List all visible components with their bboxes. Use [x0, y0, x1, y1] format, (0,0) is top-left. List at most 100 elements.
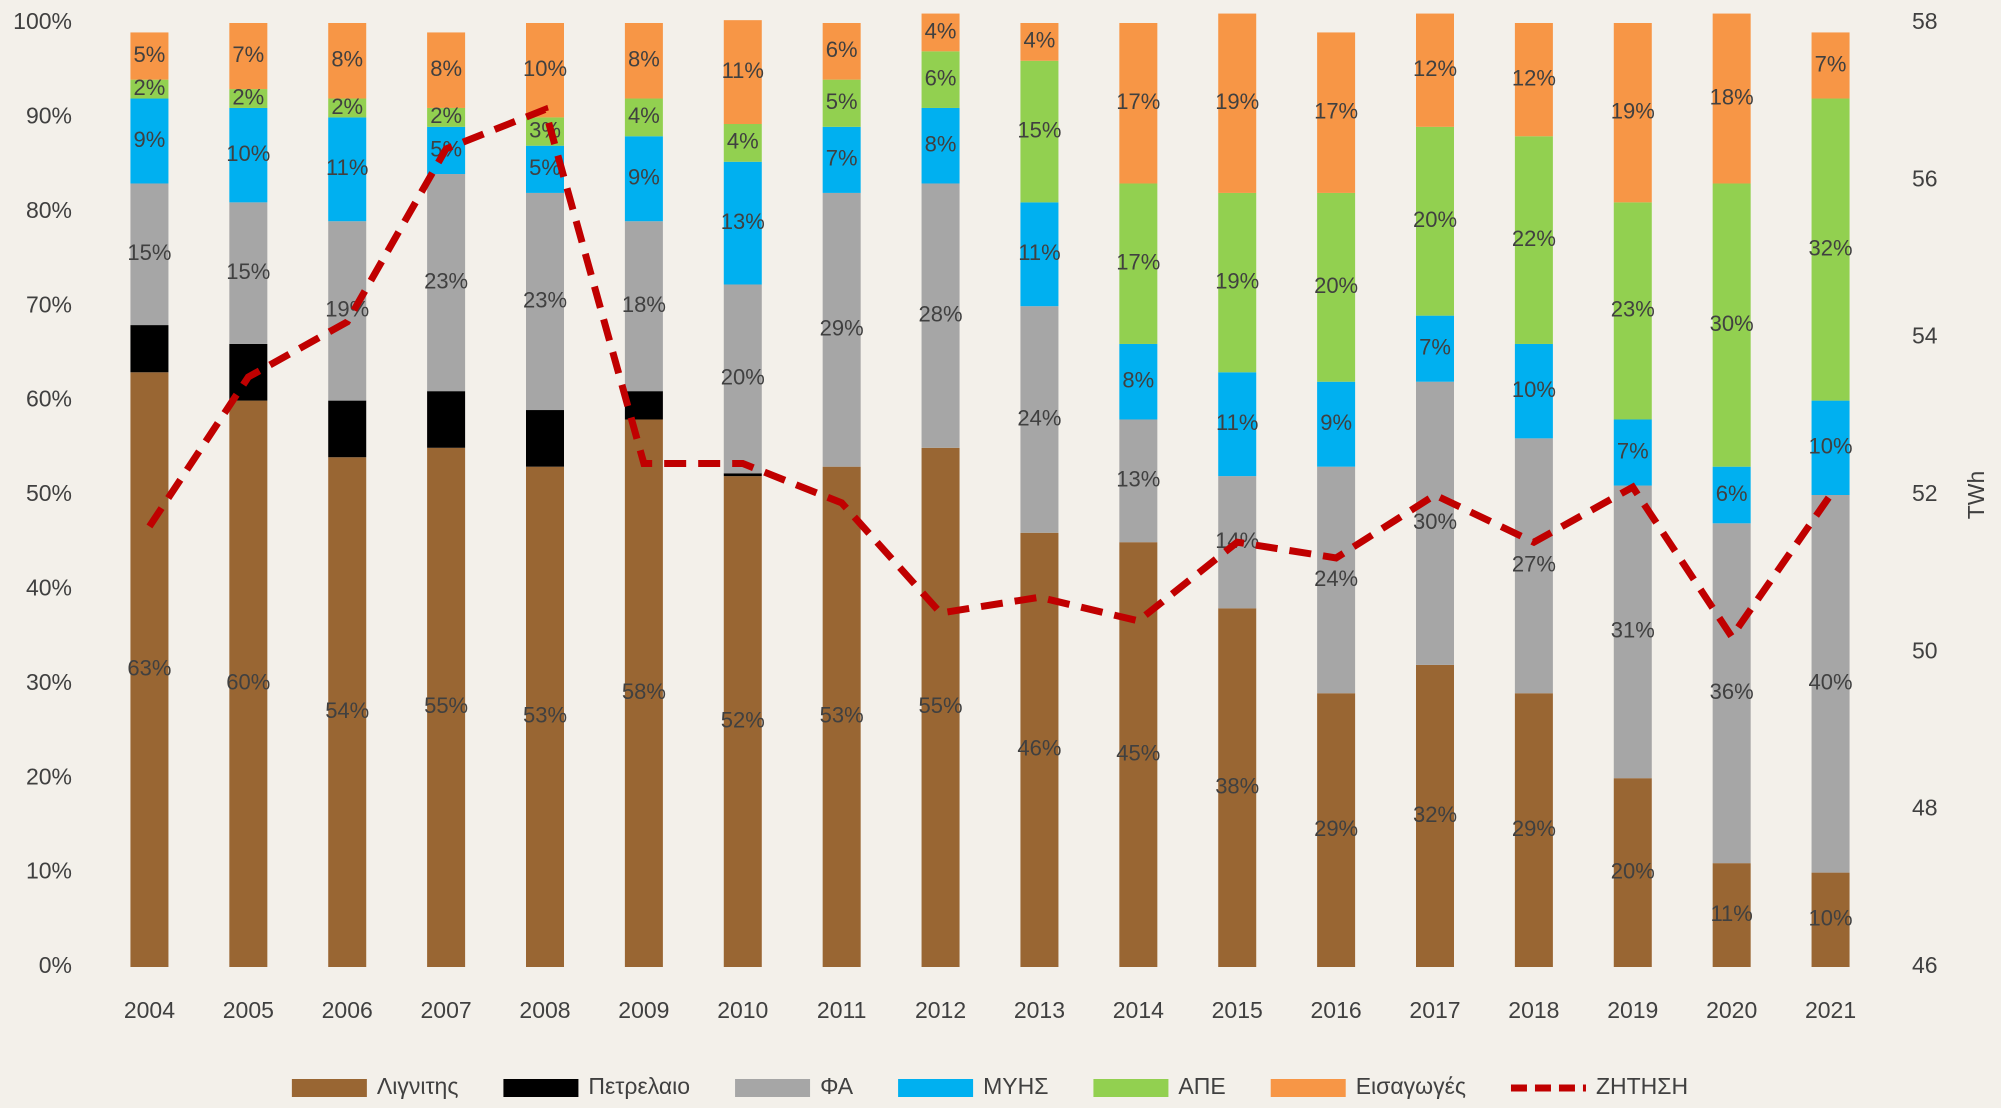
- bar-segment: [1020, 23, 1059, 61]
- legend-swatch: [503, 1079, 579, 1097]
- data-label: 10%: [226, 141, 270, 166]
- bar-segment: [229, 400, 268, 968]
- data-label: 6%: [1716, 481, 1748, 506]
- bar-segment: [624, 221, 663, 392]
- x-tick-label: 2010: [717, 997, 768, 1023]
- data-label: 45%: [1116, 740, 1160, 765]
- legend: Λιγνιτης Πετρελαιο ΦΑ ΜΥΗΣ ΑΠΕ Εισαγωγές ΖΗΤΗΣ…: [291, 1073, 1688, 1099]
- bar-segment: [130, 183, 169, 326]
- data-label: 4%: [727, 129, 759, 154]
- data-label: 8%: [430, 56, 462, 81]
- bar-segment: [1613, 778, 1652, 967]
- data-label: 7%: [826, 146, 858, 171]
- bar-segment: [624, 98, 663, 137]
- legend-swatch: [735, 1079, 811, 1097]
- y2-tick-label: 52: [1912, 480, 1938, 506]
- data-label: 29%: [1314, 816, 1358, 841]
- data-label: 24%: [1314, 566, 1358, 591]
- data-label: 11%: [1710, 901, 1752, 926]
- y-tick-label: 30%: [26, 669, 72, 695]
- bar-segment: [1613, 485, 1652, 779]
- data-label: 30%: [1413, 509, 1457, 534]
- bar-segment: [1613, 23, 1652, 203]
- data-label: 58%: [622, 679, 666, 704]
- y-tick-label: 70%: [26, 291, 72, 317]
- data-label: 10%: [1809, 906, 1853, 931]
- x-tick-label: 2005: [223, 997, 274, 1023]
- bar-segment: [921, 447, 960, 967]
- y2-axis-label: TWh: [1963, 471, 1989, 520]
- bar-segment: [229, 343, 268, 401]
- data-label: 23%: [424, 268, 468, 293]
- bar-segment: [1514, 693, 1553, 967]
- y2-tick-label: 46: [1912, 952, 1938, 978]
- bar-segment: [1613, 202, 1652, 420]
- data-label: 15%: [127, 240, 171, 265]
- bar-segment: [1020, 306, 1059, 533]
- bar-segment: [1514, 438, 1553, 694]
- data-label: 6%: [925, 65, 957, 90]
- x-tick-label: 2016: [1311, 997, 1362, 1023]
- bar-segment: [723, 161, 762, 285]
- data-label: 13%: [1116, 467, 1160, 492]
- data-label: 9%: [628, 165, 660, 190]
- data-label: 19%: [1215, 89, 1259, 114]
- legend-swatch: [1093, 1079, 1169, 1097]
- data-label: 22%: [1512, 226, 1556, 251]
- bar-segment: [1514, 23, 1553, 137]
- bar-segment: [723, 20, 762, 125]
- bar-segment: [1811, 32, 1850, 99]
- legend-swatch: [898, 1079, 974, 1097]
- y-tick-label: 60%: [26, 386, 72, 412]
- bar-segment: [130, 98, 169, 184]
- bar-segment: [1218, 13, 1257, 193]
- data-label: 9%: [1320, 410, 1352, 435]
- bar-segment: [1317, 32, 1356, 193]
- bar-segment: [822, 23, 861, 80]
- legend-swatch: [291, 1079, 367, 1097]
- bar-segment: [822, 192, 861, 467]
- bar-segment: [624, 391, 663, 420]
- data-label: 7%: [1419, 334, 1451, 359]
- bar-segment: [526, 23, 564, 118]
- data-label: 20%: [721, 365, 765, 390]
- data-label: 12%: [1512, 65, 1556, 90]
- data-label: 13%: [721, 209, 765, 234]
- data-label: 11%: [1216, 410, 1258, 435]
- x-tick-label: 2006: [322, 997, 373, 1023]
- bar-segment: [1317, 381, 1356, 467]
- data-label: 20%: [1413, 207, 1457, 232]
- legend-label: ΦΑ: [820, 1073, 854, 1099]
- bar-segment: [1119, 343, 1158, 420]
- data-label: 10%: [1809, 434, 1853, 459]
- bar-segment: [1514, 343, 1553, 439]
- data-label: 10%: [523, 56, 567, 81]
- bar-segment: [1020, 202, 1059, 307]
- bar-segment: [328, 457, 367, 967]
- y2-tick-label: 54: [1912, 323, 1938, 349]
- data-label: 19%: [1215, 268, 1259, 293]
- data-label: 11%: [1018, 240, 1060, 265]
- bar-segment: [624, 136, 663, 222]
- data-label: 2%: [232, 84, 264, 109]
- data-label: 15%: [226, 259, 270, 284]
- data-label: 53%: [523, 703, 567, 728]
- bar-segment: [526, 466, 564, 967]
- bar-segment: [1317, 466, 1356, 694]
- bar-segment: [1712, 183, 1751, 467]
- y-tick-label: 80%: [26, 197, 72, 223]
- y-tick-label: 50%: [26, 480, 72, 506]
- bar-segment: [822, 79, 861, 127]
- bar-segment: [1119, 419, 1158, 543]
- bar-segment: [526, 145, 564, 193]
- bar-segment: [1811, 98, 1850, 401]
- bar-segment: [1119, 183, 1158, 344]
- x-tick-label: 2015: [1212, 997, 1263, 1023]
- data-label: 46%: [1017, 736, 1061, 761]
- bar-segment: [723, 473, 762, 477]
- data-label: 11%: [326, 155, 368, 180]
- bar-segment: [328, 221, 367, 401]
- data-label: 7%: [1815, 51, 1847, 76]
- data-label: 10%: [1512, 377, 1556, 402]
- bar-segment: [328, 400, 367, 458]
